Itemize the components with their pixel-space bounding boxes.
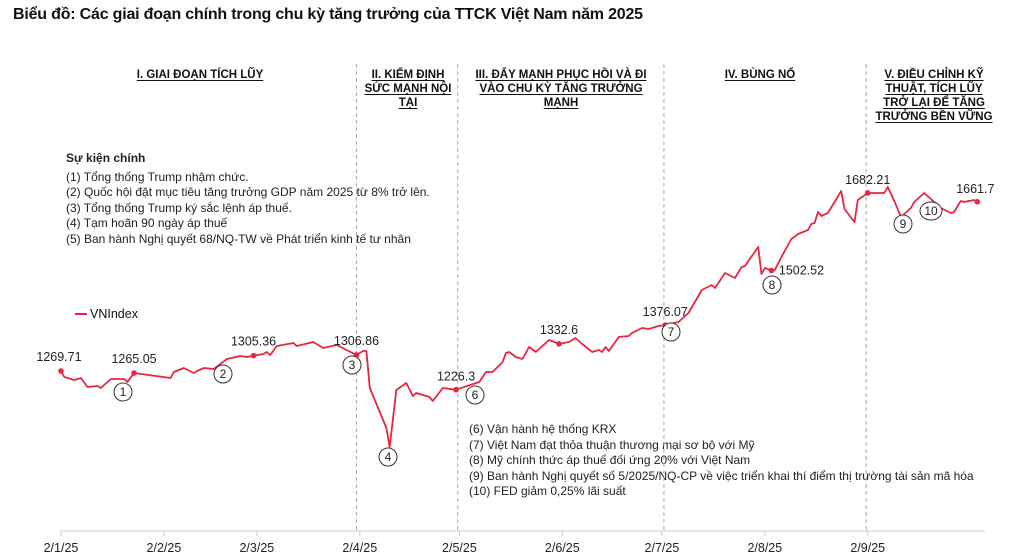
phase-label-1: I. GIAI ĐOẠN TÍCH LŨY: [136, 69, 264, 81]
vnindex-line: [60, 186, 978, 448]
event-marker-number: 1: [120, 385, 127, 399]
chart-title: Biểu đồ: Các giai đoạn chính trong chu k…: [13, 6, 643, 23]
event-marker-1: 1: [113, 382, 133, 402]
data-value-label: 1661.7: [956, 182, 994, 196]
event-item: (5) Ban hành Nghị quyết 68/NQ-TW về Phát…: [66, 231, 411, 246]
event-marker-circle: [919, 201, 943, 221]
event-marker-2: 2: [213, 364, 233, 384]
event-marker-number: 10: [924, 204, 938, 218]
data-value-label: 1306.86: [334, 334, 379, 348]
event-item: (7) Việt Nam đạt thỏa thuận thương mại s…: [469, 437, 755, 452]
x-tick-label: 2/2/25: [147, 541, 182, 555]
event-item: (4) Tạm hoãn 90 ngày áp thuế: [66, 216, 228, 230]
data-point-marker: [250, 352, 257, 359]
event-marker-4: 4: [378, 447, 398, 467]
event-marker-circle: [762, 275, 782, 295]
data-point-marker: [864, 190, 871, 196]
data-point-marker: [131, 370, 137, 376]
data-value-label: 1265.05: [111, 352, 156, 366]
event-item: (9) Ban hành Nghị quyết số 5/2025/NQ-CP …: [469, 468, 974, 483]
event-item: (8) Mỹ chính thức áp thuế đối ứng 20% vớ…: [469, 453, 751, 467]
phase-label-2: II. KIỂM ĐỊNH SỨC MẠNH NỘI TẠI: [364, 69, 452, 109]
chart-legend: VNIndex: [75, 307, 138, 321]
data-point-marker: [556, 341, 562, 347]
event-marker-circle: [465, 385, 485, 405]
x-tick-label: 2/5/25: [442, 541, 477, 555]
event-marker-circle: [113, 382, 133, 402]
data-point-marker: [453, 386, 459, 393]
event-marker-7: 7: [661, 322, 681, 342]
event-item: (1) Tổng thống Trump nhậm chức.: [66, 169, 249, 184]
x-tick-label: 2/6/25: [545, 541, 580, 555]
x-tick-label: 2/9/25: [850, 541, 885, 555]
phase-label-4: IV. BÙNG NỔ: [724, 69, 796, 81]
x-tick-label: 2/7/25: [645, 541, 680, 555]
event-marker-number: 8: [769, 278, 776, 292]
event-marker-circle: [661, 322, 681, 342]
event-marker-number: 3: [349, 358, 356, 372]
data-value-label: 1682.21: [845, 173, 890, 187]
phase-label-3: III. ĐẨY MẠNH PHỤC HỒI VÀ ĐI VÀO CHU KỲ …: [475, 69, 647, 109]
data-value-label: 1376.07: [643, 305, 688, 319]
data-value-label: 1226.3: [437, 370, 475, 384]
legend-line-swatch: [75, 313, 87, 315]
event-item: (2) Quốc hội đặt mục tiêu tăng trưởng GD…: [66, 185, 430, 199]
event-marker-circle: [893, 214, 913, 234]
event-marker-6: 6: [465, 385, 485, 405]
event-marker-circle: [378, 447, 398, 467]
x-tick-label: 2/1/25: [44, 541, 79, 555]
legend-label: VNIndex: [90, 307, 138, 321]
event-marker-10: 10: [919, 201, 943, 221]
events-heading: Sự kiện chính: [66, 151, 146, 165]
data-point-marker: [768, 267, 775, 274]
x-tick-label: 2/8/25: [747, 541, 782, 555]
event-marker-3: 3: [342, 355, 362, 375]
event-marker-number: 6: [472, 388, 479, 402]
event-marker-number: 7: [668, 325, 675, 339]
event-marker-number: 9: [900, 217, 907, 231]
events-legend-bottom: (6) Vận hành hệ thống KRX (7) Việt Nam đ…: [469, 422, 974, 500]
phase-label-5: V. ĐIỀU CHỈNH KỸ THUẬT, TÍCH LŨY TRỞ LẠI…: [875, 69, 993, 123]
data-value-label: 1502.52: [779, 264, 824, 278]
event-marker-8: 8: [762, 275, 782, 295]
event-item: (10) FED giảm 0,25% lãi suất: [469, 484, 626, 498]
event-item: (3) Tổng thống Trump ký sắc lệnh áp thuế…: [66, 200, 292, 215]
event-marker-9: 9: [893, 214, 913, 234]
data-value-label: 1269.71: [36, 350, 81, 364]
event-marker-number: 4: [385, 450, 392, 464]
data-value-label: 1332.6: [540, 323, 578, 337]
event-item: (6) Vận hành hệ thống KRX: [469, 422, 617, 436]
event-marker-circle: [342, 355, 362, 375]
data-point-marker: [58, 368, 64, 374]
event-marker-circle: [213, 364, 233, 384]
event-marker-number: 2: [220, 367, 227, 381]
events-legend-top: Sự kiện chính (1) Tổng thống Trump nhậm …: [66, 151, 430, 247]
data-point-marker: [974, 199, 981, 205]
x-tick-label: 2/3/25: [239, 541, 274, 555]
x-tick-label: 2/4/25: [342, 541, 377, 555]
data-value-label: 1305.36: [231, 335, 276, 349]
